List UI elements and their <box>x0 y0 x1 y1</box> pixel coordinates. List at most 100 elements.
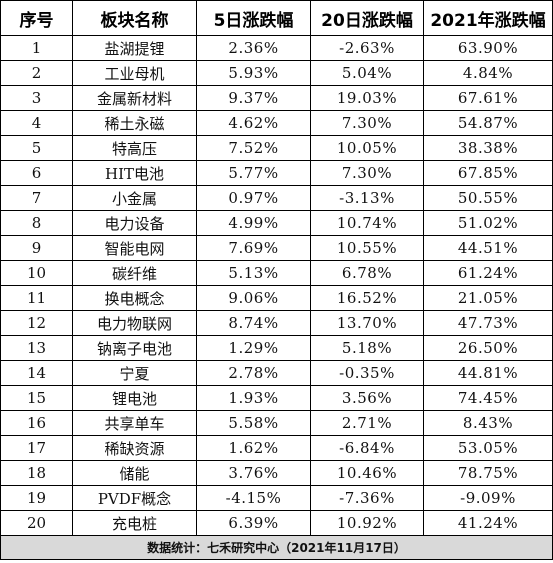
change-2021: 26.50% <box>423 335 553 361</box>
table-row: 2 工业母机 5.93% 5.04% 4.84% <box>0 60 553 86</box>
sector-name: 储能 <box>72 460 197 486</box>
sector-name: 电力设备 <box>72 210 197 236</box>
row-index: 12 <box>0 310 73 336</box>
row-index: 3 <box>0 85 73 111</box>
header-index: 序号 <box>0 0 73 36</box>
row-index: 16 <box>0 410 73 436</box>
header-sector-name: 板块名称 <box>72 0 197 36</box>
table-row: 17 稀缺资源 1.62% -6.84% 53.05% <box>0 435 553 461</box>
row-index: 13 <box>0 335 73 361</box>
table-row: 4 稀土永磁 4.62% 7.30% 54.87% <box>0 110 553 136</box>
table-row: 20 充电桩 6.39% 10.92% 41.24% <box>0 510 553 536</box>
change-2021: 67.61% <box>423 85 553 111</box>
table-row: 9 智能电网 7.69% 10.55% 44.51% <box>0 235 553 261</box>
sector-name: PVDF概念 <box>72 485 197 511</box>
row-index: 10 <box>0 260 73 286</box>
row-index: 5 <box>0 135 73 161</box>
change-5day: 7.52% <box>196 135 311 161</box>
change-20day: 3.56% <box>310 385 424 411</box>
change-5day: 5.77% <box>196 160 311 186</box>
change-20day: 6.78% <box>310 260 424 286</box>
change-2021: 38.38% <box>423 135 553 161</box>
change-5day: 4.62% <box>196 110 311 136</box>
sector-name: 共享单车 <box>72 410 197 436</box>
change-5day: 5.93% <box>196 60 311 86</box>
table-row: 12 电力物联网 8.74% 13.70% 47.73% <box>0 310 553 336</box>
row-index: 2 <box>0 60 73 86</box>
table-row: 8 电力设备 4.99% 10.74% 51.02% <box>0 210 553 236</box>
change-20day: -0.35% <box>310 360 424 386</box>
change-20day: 5.04% <box>310 60 424 86</box>
table-row: 15 锂电池 1.93% 3.56% 74.45% <box>0 385 553 411</box>
table-row: 13 钠离子电池 1.29% 5.18% 26.50% <box>0 335 553 361</box>
change-5day: 9.37% <box>196 85 311 111</box>
change-20day: -2.63% <box>310 35 424 61</box>
change-5day: 2.36% <box>196 35 311 61</box>
table-body: 1 盐湖提锂 2.36% -2.63% 63.90% 2 工业母机 5.93% 5.04% 4.8… <box>0 35 553 536</box>
sector-name: 碳纤维 <box>72 260 197 286</box>
change-2021: -9.09% <box>423 485 553 511</box>
table-row: 16 共享单车 5.58% 2.71% 8.43% <box>0 410 553 436</box>
change-20day: 10.46% <box>310 460 424 486</box>
sector-name: 宁夏 <box>72 360 197 386</box>
change-2021: 51.02% <box>423 210 553 236</box>
change-5day: 1.62% <box>196 435 311 461</box>
change-2021: 21.05% <box>423 285 553 311</box>
change-5day: 9.06% <box>196 285 311 311</box>
sector-name: 特高压 <box>72 135 197 161</box>
change-5day: 6.39% <box>196 510 311 536</box>
table-row: 6 HIT电池 5.77% 7.30% 67.85% <box>0 160 553 186</box>
sector-name: 锂电池 <box>72 385 197 411</box>
data-source-note: 数据统计：七禾研究中心（2021年11月17日） <box>0 535 553 560</box>
sector-name: 稀土永磁 <box>72 110 197 136</box>
change-5day: 4.99% <box>196 210 311 236</box>
change-2021: 44.51% <box>423 235 553 261</box>
change-5day: 1.29% <box>196 335 311 361</box>
table-row: 11 换电概念 9.06% 16.52% 21.05% <box>0 285 553 311</box>
table-row: 19 PVDF概念 -4.15% -7.36% -9.09% <box>0 485 553 511</box>
row-index: 8 <box>0 210 73 236</box>
header-5day-change: 5日涨跌幅 <box>196 0 311 36</box>
change-5day: 7.69% <box>196 235 311 261</box>
change-5day: 5.13% <box>196 260 311 286</box>
sector-name: 盐湖提锂 <box>72 35 197 61</box>
row-index: 4 <box>0 110 73 136</box>
row-index: 20 <box>0 510 73 536</box>
row-index: 9 <box>0 235 73 261</box>
change-20day: -6.84% <box>310 435 424 461</box>
row-index: 15 <box>0 385 73 411</box>
change-20day: -3.13% <box>310 185 424 211</box>
row-index: 7 <box>0 185 73 211</box>
change-2021: 78.75% <box>423 460 553 486</box>
row-index: 1 <box>0 35 73 61</box>
change-5day: 3.76% <box>196 460 311 486</box>
table-row: 3 金属新材料 9.37% 19.03% 67.61% <box>0 85 553 111</box>
row-index: 18 <box>0 460 73 486</box>
change-20day: 7.30% <box>310 110 424 136</box>
sector-name: 金属新材料 <box>72 85 197 111</box>
change-20day: 7.30% <box>310 160 424 186</box>
change-5day: 5.58% <box>196 410 311 436</box>
change-5day: -4.15% <box>196 485 311 511</box>
sector-name: 小金属 <box>72 185 197 211</box>
table-row: 7 小金属 0.97% -3.13% 50.55% <box>0 185 553 211</box>
change-2021: 63.90% <box>423 35 553 61</box>
change-2021: 50.55% <box>423 185 553 211</box>
change-2021: 47.73% <box>423 310 553 336</box>
change-2021: 61.24% <box>423 260 553 286</box>
change-20day: 16.52% <box>310 285 424 311</box>
change-5day: 2.78% <box>196 360 311 386</box>
change-20day: 13.70% <box>310 310 424 336</box>
sector-name: 钠离子电池 <box>72 335 197 361</box>
change-20day: 10.92% <box>310 510 424 536</box>
sector-name: 稀缺资源 <box>72 435 197 461</box>
change-2021: 44.81% <box>423 360 553 386</box>
change-20day: -7.36% <box>310 485 424 511</box>
sector-name: 电力物联网 <box>72 310 197 336</box>
row-index: 11 <box>0 285 73 311</box>
table-row: 5 特高压 7.52% 10.05% 38.38% <box>0 135 553 161</box>
table-row: 14 宁夏 2.78% -0.35% 44.81% <box>0 360 553 386</box>
change-20day: 2.71% <box>310 410 424 436</box>
